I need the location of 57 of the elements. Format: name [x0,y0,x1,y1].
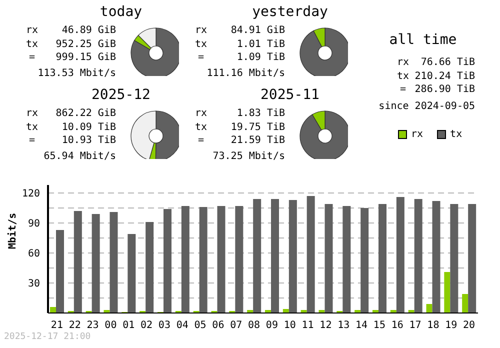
x-tick-label: 11 [302,320,314,332]
x-tick-label: 14 [356,320,368,332]
x-tick-label: 22 [68,320,81,332]
x-tick-label: 17 [409,320,422,332]
chart-title: 2025-11 [259,87,320,103]
text: rx 76.66 TiB [396,56,475,70]
chart-title: 2025-12 [90,87,152,103]
text: rx 46.89 GiB [26,25,116,36]
text: rx 84.91 GiB [194,25,285,36]
text: = 1.09 TiB [198,52,285,63]
chart-title: today [98,4,144,20]
x-tick-label: 03 [158,320,170,332]
x-tick-label: 18 [427,320,440,332]
y-tick-label: 90 [28,218,40,230]
x-tick-label: 15 [373,320,386,332]
text: = 286.90 TiB [398,83,475,96]
text: rx 1.83 TiB [194,108,285,119]
text: tx 952.25 GiB [26,38,116,50]
x-tick-label: 02 [140,320,153,332]
text: 2025-12-17 21:00 [4,332,91,342]
text: = 999.15 GiB [28,52,116,63]
x-tick-label: 07 [230,320,242,332]
y-tick-label: 120 [22,188,40,200]
legend-label: tx [449,129,462,140]
x-tick-label: 05 [194,320,206,332]
text: 111.16 Mbit/s [206,66,285,80]
text: tx 1.01 TiB [194,38,285,50]
text: = 10.93 TiB [28,135,116,146]
x-tick-label: 08 [248,320,260,332]
text: tx 19.75 TiB [194,122,285,132]
x-tick-label: 04 [176,320,188,332]
x-tick-label: 21 [50,320,63,332]
text: rx 862.22 GiB [26,108,116,119]
x-tick-label: 13 [338,320,350,332]
x-tick-label: 20 [463,320,476,332]
legend-label: rx [410,129,424,140]
text: 73.25 Mbit/s [212,150,285,163]
text: tx 210.24 TiB [396,70,475,83]
x-tick-label: 06 [212,320,224,332]
x-tick-label: 00 [104,320,117,332]
y-axis-title: Mbit/s [6,212,19,249]
text: 65.94 Mbit/s [42,150,116,163]
text: 113.53 Mbit/s [36,66,116,80]
y-tick-label: 60 [28,248,40,260]
x-tick-label: 01 [122,320,135,332]
x-tick-label: 10 [284,320,296,332]
text: tx 10.09 TiB [26,122,116,132]
text: all time [388,32,458,48]
text: = 21.59 TiB [198,135,285,146]
text: since 2024-09-05 [378,101,475,112]
x-tick-label: 16 [391,320,404,332]
x-tick-label: 23 [86,320,99,332]
x-tick-label: 19 [445,320,458,332]
x-tick-label: 09 [266,320,278,332]
chart-title: yesterday [251,4,329,20]
y-tick-label: 30 [28,278,40,290]
x-tick-label: 12 [320,320,332,332]
